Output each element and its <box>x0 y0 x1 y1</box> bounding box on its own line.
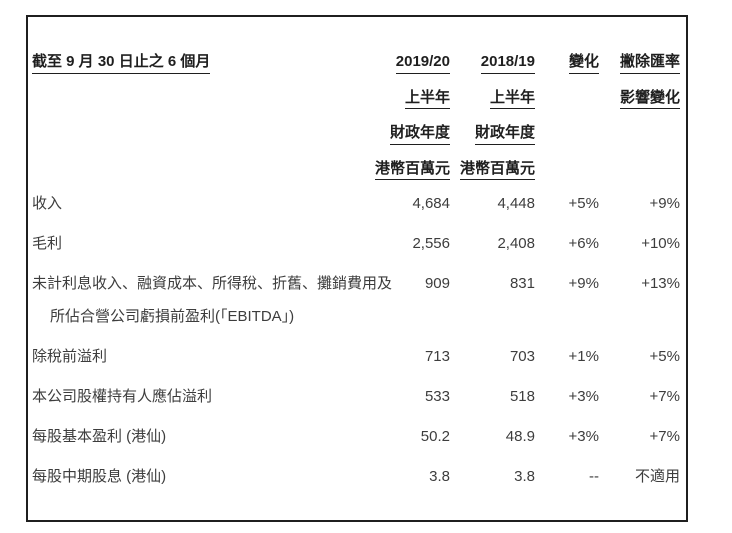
row-label-cell: 每股基本盈利 (港仙) <box>32 417 357 457</box>
value-fx-adjusted-change: +10% <box>641 235 680 252</box>
table-row-profit-before-tax: 除稅前溢利 713 703 +1% +5% <box>32 337 680 377</box>
table-title: 截至 9 月 30 日止之 6 個月 <box>32 53 211 74</box>
value-fx-adjusted-change: +7% <box>649 388 680 405</box>
row-label-cell: 毛利 <box>32 224 357 264</box>
row-label: 收入 <box>32 195 63 212</box>
header-2018-19-fiscal-year: 財政年度 <box>474 124 535 145</box>
row-label-cell: 未計利息收入、融資成本、所得稅、折舊、攤銷費用及 所佔合營公司虧損前盈利(「EB… <box>32 264 393 337</box>
col-header-change: 變化 <box>535 17 599 184</box>
table-row-basic-eps: 每股基本盈利 (港仙) 50.2 48.9 +3% +7% <box>32 417 680 457</box>
row-label: 本公司股權持有人應佔溢利 <box>32 388 213 405</box>
header-change: 變化 <box>568 53 599 74</box>
value-2019-20: 533 <box>424 388 450 405</box>
header-2019-20-half-year: 上半年 <box>404 89 450 109</box>
row-label-line2: 所佔合營公司虧損前盈利(「EBITDA」) <box>50 308 295 325</box>
value-fx-adjusted-change: +5% <box>649 348 680 365</box>
table-row-interim-dividend: 每股中期股息 (港仙) 3.8 3.8 -- 不適用 <box>32 457 680 497</box>
col-header-2018-19: 2018/19 上半年 財政年度 港幣百萬元 <box>450 17 535 184</box>
row-label-cell: 每股中期股息 (港仙) <box>32 457 357 497</box>
row-label: 每股基本盈利 (港仙) <box>32 428 167 445</box>
table-header-row: 截至 9 月 30 日止之 6 個月 2019/20 上半年 財政年度 港幣百萬… <box>32 17 680 184</box>
row-label-cell: 除稅前溢利 <box>32 337 357 377</box>
value-2018-19: 703 <box>509 348 535 365</box>
row-label-line1: 未計利息收入、融資成本、所得稅、折舊、攤銷費用及 <box>32 275 393 292</box>
value-change: +5% <box>568 195 599 212</box>
value-change: +6% <box>568 235 599 252</box>
value-2019-20: 50.2 <box>420 428 450 445</box>
value-2018-19: 2,408 <box>497 235 535 252</box>
row-label: 除稅前溢利 <box>32 348 108 365</box>
row-label-cell: 收入 <box>32 184 357 224</box>
financial-summary-table: 截至 9 月 30 日止之 6 個月 2019/20 上半年 財政年度 港幣百萬… <box>26 15 688 522</box>
value-2018-19: 831 <box>509 275 535 292</box>
value-2019-20: 4,684 <box>412 195 450 212</box>
header-2018-19-currency-unit: 港幣百萬元 <box>459 160 535 180</box>
table-row-gross-profit: 毛利 2,556 2,408 +6% +10% <box>32 224 680 264</box>
results-table: 截至 9 月 30 日止之 6 個月 2019/20 上半年 財政年度 港幣百萬… <box>32 17 680 497</box>
row-label: 每股中期股息 (港仙) <box>32 468 167 485</box>
value-2019-20: 713 <box>424 348 450 365</box>
value-fx-adjusted-change: +9% <box>649 195 680 212</box>
value-change: +9% <box>568 275 599 292</box>
value-2018-19: 4,448 <box>497 195 535 212</box>
table-row-profit-attributable: 本公司股權持有人應佔溢利 533 518 +3% +7% <box>32 377 680 417</box>
value-change: +3% <box>568 388 599 405</box>
row-label-cell: 本公司股權持有人應佔溢利 <box>32 377 357 417</box>
header-2019-20-currency-unit: 港幣百萬元 <box>374 160 450 180</box>
value-2018-19: 3.8 <box>514 468 535 485</box>
value-fx-adjusted-change: 不適用 <box>634 468 680 485</box>
header-fx-excluded-line2: 影響變化 <box>619 89 680 109</box>
value-2019-20: 2,556 <box>412 235 450 252</box>
value-2019-20: 3.8 <box>429 468 450 485</box>
header-2018-19-half-year: 上半年 <box>489 89 535 109</box>
header-fx-excluded-line1: 撇除匯率 <box>619 53 680 74</box>
value-fx-adjusted-change: +13% <box>641 275 680 292</box>
header-2018-19-year: 2018/19 <box>480 53 535 74</box>
value-2018-19: 518 <box>509 388 535 405</box>
header-2019-20-fiscal-year: 財政年度 <box>389 124 450 145</box>
col-header-fx-adjusted-change: 撇除匯率 影響變化 <box>599 17 680 184</box>
value-change: +3% <box>568 428 599 445</box>
value-change: +1% <box>568 348 599 365</box>
table-row-ebitda: 未計利息收入、融資成本、所得稅、折舊、攤銷費用及 所佔合營公司虧損前盈利(「EB… <box>32 264 680 337</box>
value-change: -- <box>589 468 599 485</box>
col-header-2019-20: 2019/20 上半年 財政年度 港幣百萬元 <box>357 17 450 184</box>
value-2019-20: 909 <box>424 275 450 292</box>
row-label: 毛利 <box>32 235 63 252</box>
header-2019-20-year: 2019/20 <box>395 53 450 74</box>
value-2018-19: 48.9 <box>505 428 535 445</box>
value-fx-adjusted-change: +7% <box>649 428 680 445</box>
table-title-cell: 截至 9 月 30 日止之 6 個月 <box>32 17 357 184</box>
table-row-revenue: 收入 4,684 4,448 +5% +9% <box>32 184 680 224</box>
